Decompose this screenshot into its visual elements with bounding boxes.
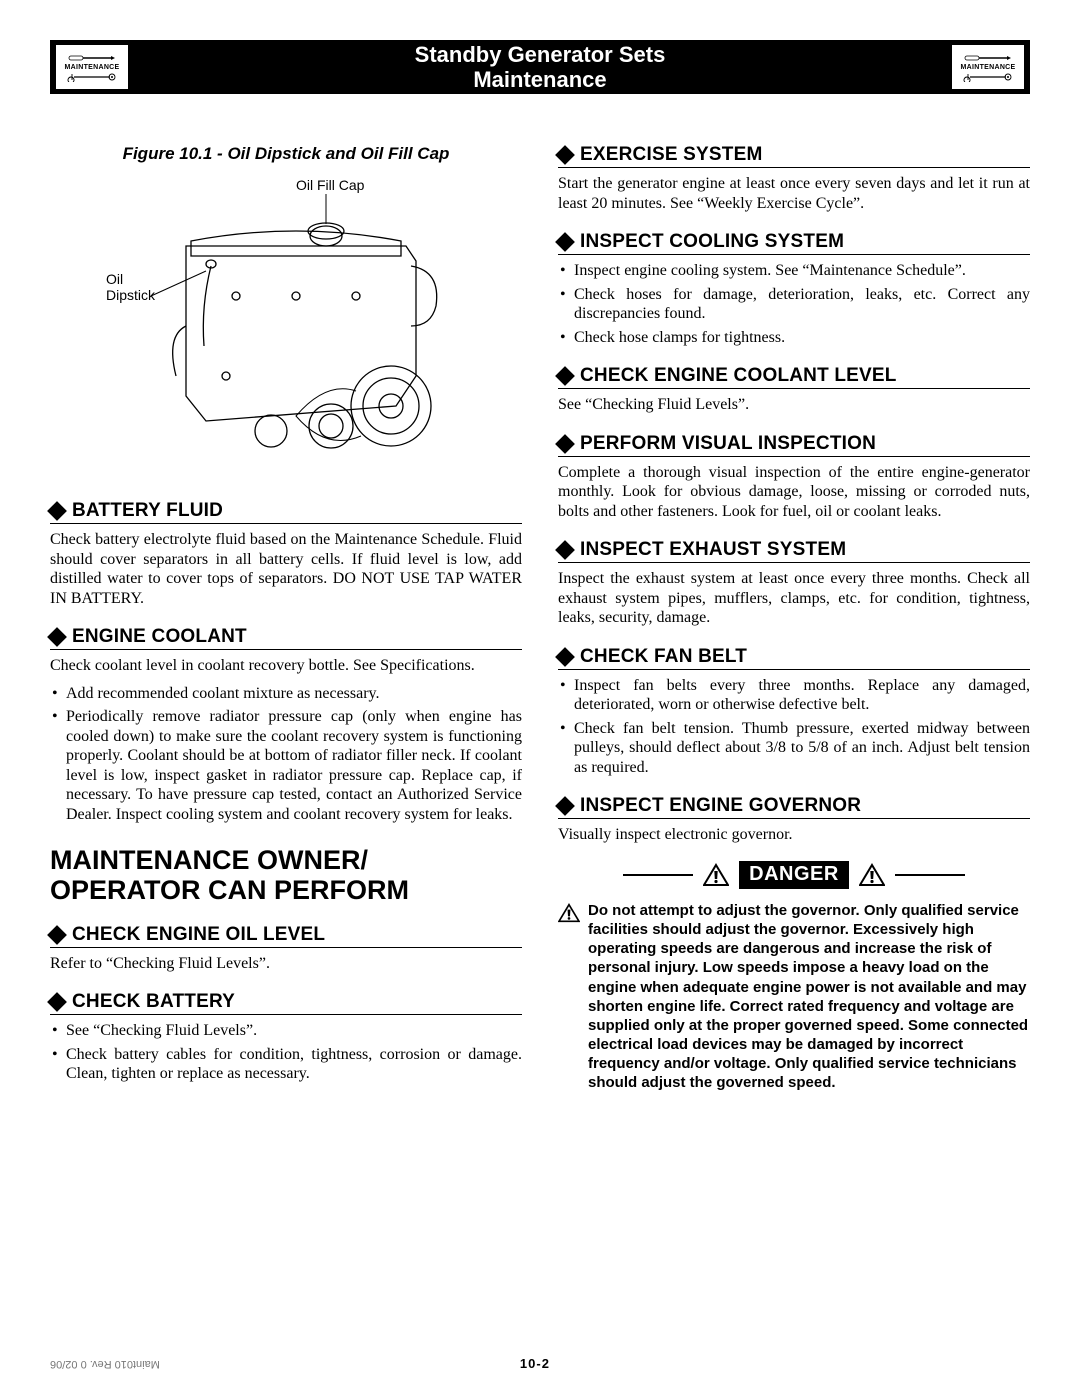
body-paragraph: Complete a thorough visual inspection of…: [558, 463, 1030, 522]
warning-triangle-icon: [703, 863, 729, 887]
danger-banner: DANGER: [558, 861, 1030, 889]
major-heading-l2: OPERATOR CAN PERFORM: [50, 875, 409, 905]
section-inspect-exhaust: INSPECT EXHAUST SYSTEM: [558, 539, 1030, 563]
list-item: See “Checking Fluid Levels”.: [50, 1021, 522, 1041]
bullet-list: Inspect fan belts every three months. Re…: [558, 676, 1030, 778]
danger-label: DANGER: [739, 861, 849, 889]
diamond-bullet-icon: [555, 434, 575, 454]
diamond-bullet-icon: [555, 145, 575, 165]
body-paragraph: Refer to “Checking Fluid Levels”.: [50, 954, 522, 974]
list-item: Inspect fan belts every three months. Re…: [558, 676, 1030, 715]
list-item: Check fan belt tension. Thumb pressure, …: [558, 719, 1030, 778]
body-paragraph: Visually inspect electronic governor.: [558, 825, 1030, 845]
diamond-bullet-icon: [47, 627, 67, 647]
rule-line: [623, 874, 693, 876]
header-icon-label: MAINTENANCE: [64, 64, 119, 71]
section-engine-coolant: ENGINE COOLANT: [50, 626, 522, 650]
section-title: CHECK ENGINE OIL LEVEL: [72, 924, 325, 946]
rule-line: [895, 874, 965, 876]
section-title: INSPECT COOLING SYSTEM: [580, 231, 844, 253]
bullet-list: Add recommended coolant mixture as neces…: [50, 684, 522, 825]
section-title: BATTERY FLUID: [72, 500, 223, 522]
page-header-bar: MAINTENANCE Standby Generator Sets Maint…: [50, 40, 1030, 94]
left-column: Figure 10.1 - Oil Dipstick and Oil Fill …: [50, 144, 522, 1093]
figure-caption: Figure 10.1 - Oil Dipstick and Oil Fill …: [50, 144, 522, 164]
section-visual-inspection: PERFORM VISUAL INSPECTION: [558, 433, 1030, 457]
section-check-battery: CHECK BATTERY: [50, 991, 522, 1015]
callout-oil-fill: Oil Fill Cap: [296, 177, 365, 193]
screwdriver-icon: [963, 53, 1013, 63]
header-title: Standby Generator Sets Maintenance: [128, 42, 952, 93]
section-title: INSPECT EXHAUST SYSTEM: [580, 539, 846, 561]
page-footer: Maint010 Rev. 0 02/06 10-2: [50, 1356, 1030, 1371]
bullet-list: Inspect engine cooling system. See “Main…: [558, 261, 1030, 347]
diamond-bullet-icon: [47, 992, 67, 1012]
bullet-list: See “Checking Fluid Levels”. Check batte…: [50, 1021, 522, 1084]
section-title: PERFORM VISUAL INSPECTION: [580, 433, 876, 455]
diamond-bullet-icon: [47, 925, 67, 945]
section-title: INSPECT ENGINE GOVERNOR: [580, 795, 861, 817]
body-paragraph: Inspect the exhaust system at least once…: [558, 569, 1030, 628]
wrench-icon: [963, 72, 1013, 82]
body-paragraph: Check battery electrolyte fluid based on…: [50, 530, 522, 608]
body-paragraph: Start the generator engine at least once…: [558, 174, 1030, 213]
section-inspect-cooling: INSPECT COOLING SYSTEM: [558, 231, 1030, 255]
diamond-bullet-icon: [555, 796, 575, 816]
header-title-line1: Standby Generator Sets: [128, 42, 952, 67]
section-check-fan-belt: CHECK FAN BELT: [558, 646, 1030, 670]
list-item: Inspect engine cooling system. See “Main…: [558, 261, 1030, 281]
section-battery-fluid: BATTERY FLUID: [50, 500, 522, 524]
list-item: Check hose clamps for tightness.: [558, 328, 1030, 348]
diamond-bullet-icon: [555, 232, 575, 252]
list-item: Check hoses for damage, deterioration, l…: [558, 285, 1030, 324]
two-column-layout: Figure 10.1 - Oil Dipstick and Oil Fill …: [50, 144, 1030, 1093]
footer-page-number: 10-2: [520, 1356, 550, 1371]
section-title: CHECK ENGINE COOLANT LEVEL: [580, 365, 897, 387]
header-maintenance-icon-left: MAINTENANCE: [56, 45, 128, 89]
section-exercise-system: EXERCISE SYSTEM: [558, 144, 1030, 168]
major-heading: MAINTENANCE OWNER/ OPERATOR CAN PERFORM: [50, 846, 522, 905]
wrench-icon: [67, 72, 117, 82]
section-check-coolant-level: CHECK ENGINE COOLANT LEVEL: [558, 365, 1030, 389]
danger-paragraph: Do not attempt to adjust the governor. O…: [588, 901, 1030, 1093]
section-title: ENGINE COOLANT: [72, 626, 247, 648]
engine-diagram: Oil Fill Cap Oil Dipstick: [96, 176, 476, 476]
header-icon-label: MAINTENANCE: [960, 64, 1015, 71]
section-title: EXERCISE SYSTEM: [580, 144, 763, 166]
list-item: Periodically remove radiator pressure ca…: [50, 707, 522, 824]
callout-dipstick-l1: Oil: [106, 271, 123, 287]
list-item: Check battery cables for condition, tigh…: [50, 1045, 522, 1084]
warning-triangle-icon: [859, 863, 885, 887]
callout-dipstick-l2: Dipstick: [106, 287, 156, 303]
header-title-line2: Maintenance: [128, 67, 952, 92]
warning-triangle-icon: [558, 903, 580, 923]
list-item: Add recommended coolant mixture as neces…: [50, 684, 522, 704]
section-check-oil-level: CHECK ENGINE OIL LEVEL: [50, 924, 522, 948]
header-maintenance-icon-right: MAINTENANCE: [952, 45, 1024, 89]
diamond-bullet-icon: [555, 366, 575, 386]
section-inspect-governor: INSPECT ENGINE GOVERNOR: [558, 795, 1030, 819]
section-title: CHECK FAN BELT: [580, 646, 747, 668]
diamond-bullet-icon: [47, 501, 67, 521]
section-title: CHECK BATTERY: [72, 991, 235, 1013]
right-column: EXERCISE SYSTEM Start the generator engi…: [558, 144, 1030, 1093]
danger-text-block: Do not attempt to adjust the governor. O…: [558, 901, 1030, 1093]
body-paragraph: Check coolant level in coolant recovery …: [50, 656, 522, 676]
diamond-bullet-icon: [555, 540, 575, 560]
screwdriver-icon: [67, 53, 117, 63]
body-paragraph: See “Checking Fluid Levels”.: [558, 395, 1030, 415]
diamond-bullet-icon: [555, 647, 575, 667]
major-heading-l1: MAINTENANCE OWNER/: [50, 845, 368, 875]
footer-revision: Maint010 Rev. 0 02/06: [50, 1358, 160, 1370]
